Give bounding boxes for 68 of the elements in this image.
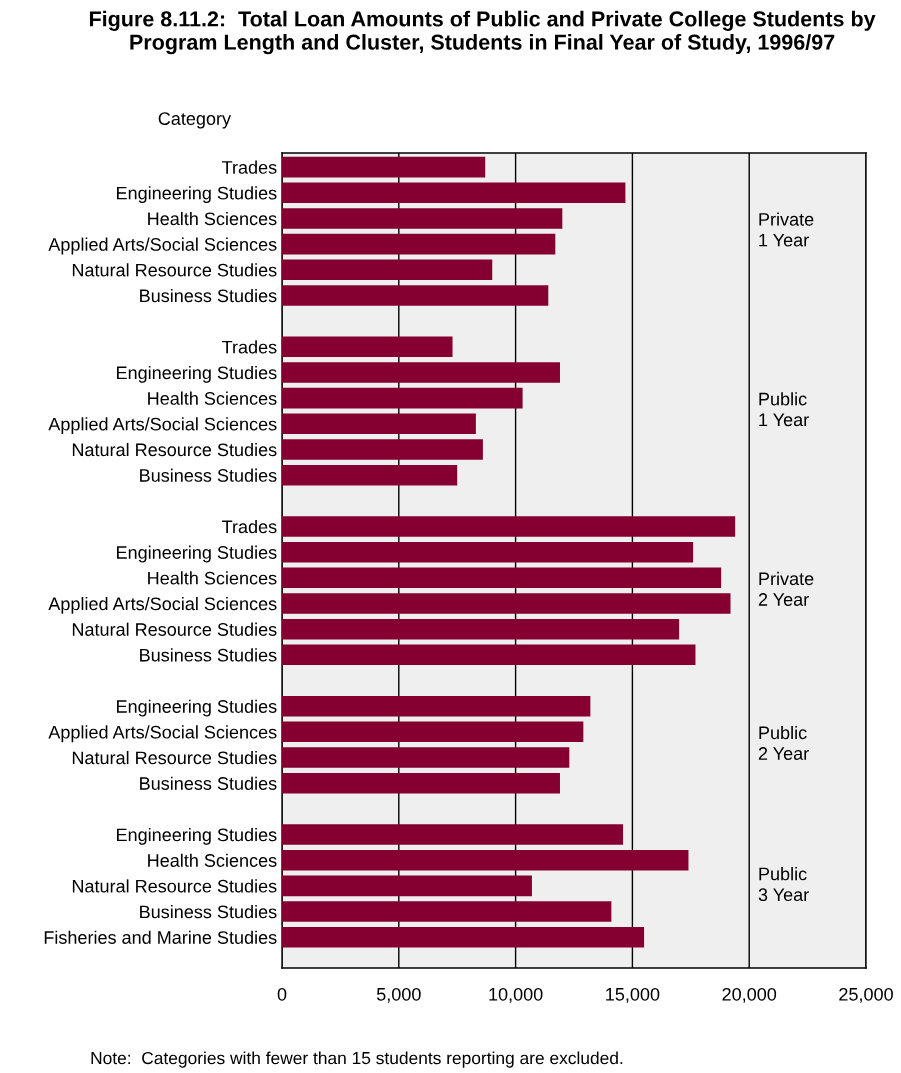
y-tick-label: Engineering Studies: [117, 186, 277, 204]
y-tick-label: Business Studies: [140, 904, 277, 919]
bar: [282, 387, 523, 409]
bar: [282, 464, 458, 486]
bar: [282, 233, 556, 255]
y-tick-label: Engineering Studies: [117, 827, 277, 845]
y-axis-title: Category: [158, 112, 231, 129]
text: Note: Categories with fewer than 15 students reporting are excluded.: [91, 1051, 623, 1068]
bar: [282, 849, 689, 871]
y-tick-label: Business Studies: [140, 648, 277, 662]
y-tick-label: Health Sciences: [148, 853, 277, 867]
y-tick-label: Trades: [222, 160, 277, 174]
y-tick-label: Natural Resource Studies: [72, 622, 277, 636]
x-tick-label: 0: [277, 987, 287, 1001]
y-tick-label: Natural Resource Studies: [72, 750, 277, 765]
y-tick-label: Applied Arts/Social Sciences: [48, 596, 277, 614]
bar: [282, 901, 612, 922]
bar: [282, 439, 483, 460]
x-tick-label: 10,000: [489, 987, 543, 1003]
bar: [282, 362, 560, 383]
y-tick-label: Health Sciences: [148, 211, 277, 226]
y-tick-label: Business Studies: [140, 776, 277, 790]
annotation: Private 1 Year: [759, 212, 814, 247]
bar: [282, 336, 453, 358]
annotation: Public 2 Year: [758, 725, 809, 760]
y-tick-label: Health Sciences: [148, 571, 277, 585]
y-tick-label: Natural Resource Studies: [72, 442, 277, 457]
bar: [282, 516, 736, 537]
y-tick-label: Applied Arts/Social Sciences: [48, 417, 277, 435]
x-tick-label: 20,000: [722, 987, 777, 1003]
bar: [282, 259, 493, 281]
x-tick-label: 5,000: [376, 987, 421, 1003]
annotation: Public 1 Year: [759, 392, 809, 427]
bar: [282, 618, 680, 640]
bar: [282, 926, 645, 948]
y-tick-label: Business Studies: [140, 468, 277, 482]
y-tick-label: Natural Resource Studies: [72, 879, 277, 893]
bar: [282, 721, 584, 743]
bar: [282, 747, 570, 768]
bar: [282, 644, 696, 666]
y-tick-label: Health Sciences: [148, 391, 277, 405]
x-tick-label: 25,000: [839, 987, 893, 1003]
y-tick-label: Trades: [222, 519, 277, 534]
bar: [282, 695, 591, 717]
y-tick-label: Trades: [222, 340, 277, 354]
y-tick-label: Applied Arts/Social Sciences: [48, 237, 277, 255]
bar: [282, 567, 722, 589]
bar: [282, 285, 549, 306]
y-tick-label: Engineering Studies: [117, 365, 277, 383]
x-tick-label: 15,000: [606, 987, 660, 1003]
bar: [282, 541, 694, 563]
bar: [282, 208, 563, 229]
annotation: Public 3 Year: [758, 867, 809, 902]
bar: [282, 182, 626, 204]
y-tick-label: Natural Resource Studies: [72, 263, 277, 277]
chart-title: Figure 8.11.2: Total Loan Amounts of Public and Private College Students by Program Length and Cluster, Students in Final Year of Study, 1996/97: [89, 10, 876, 55]
bar: [282, 824, 624, 845]
bar: [282, 413, 476, 435]
y-tick-label: Fisheries and Marine Studies: [44, 930, 277, 944]
bar: [282, 156, 486, 178]
bar: [282, 772, 560, 794]
annotation: Private 2 Year: [758, 571, 814, 606]
y-tick-label: Engineering Studies: [117, 699, 277, 717]
bar: [282, 593, 731, 614]
y-tick-label: Business Studies: [140, 288, 277, 303]
y-tick-label: Applied Arts/Social Sciences: [48, 725, 277, 743]
bar: [282, 875, 532, 897]
y-tick-label: Engineering Studies: [117, 545, 277, 563]
